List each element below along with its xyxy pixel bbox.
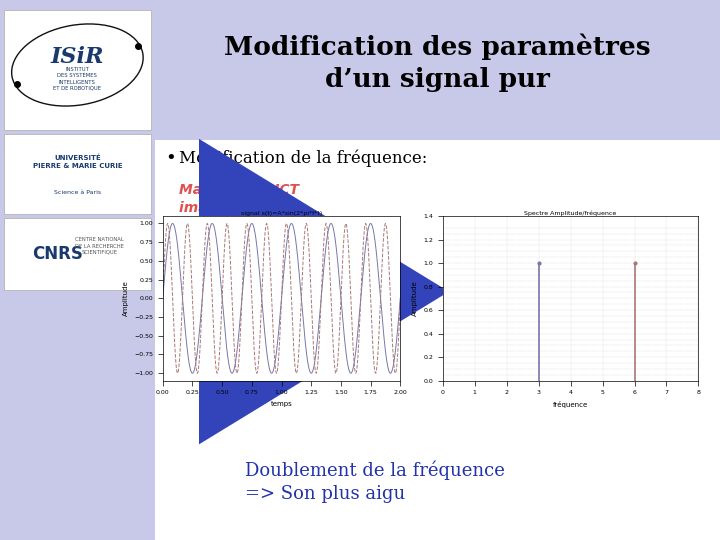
Text: UNIVERSITÉ
PIERRE & MARIE CURIE: UNIVERSITÉ PIERRE & MARIE CURIE [32, 155, 122, 169]
Text: •: • [165, 150, 176, 167]
Text: Science à Paris: Science à Paris [54, 190, 101, 194]
Bar [0, 460, 155, 540]
Y-axis label: Amplitude: Amplitude [122, 280, 128, 316]
Text: d’un signal pur: d’un signal pur [325, 68, 550, 92]
X-axis label: fréquence: fréquence [553, 401, 588, 408]
X-axis label: temps: temps [271, 401, 292, 407]
Text: Modification de la fréquence:: Modification de la fréquence: [179, 150, 427, 167]
Bar [155, 0, 720, 140]
Bar [4, 10, 150, 130]
Text: => Son plus aigu: => Son plus aigu [245, 485, 405, 503]
Text: Modification des paramètres: Modification des paramètres [224, 33, 651, 60]
Title: Spectre Amplitude/fréquence: Spectre Amplitude/fréquence [524, 210, 617, 215]
Text: ISiR: ISiR [50, 46, 104, 68]
Text: Doublement de la fréquence: Doublement de la fréquence [245, 460, 505, 480]
Y-axis label: Amplitude: Amplitude [412, 280, 418, 316]
Text: is not supported: is not supported [179, 219, 307, 233]
Text: Macintosh PICT: Macintosh PICT [179, 184, 299, 198]
Title: signal s(t)=A*sin(2*pi*f*t): signal s(t)=A*sin(2*pi*f*t) [241, 211, 322, 215]
Text: CENTRE NATIONAL
DE LA RECHERCHE
SCIENTIFIQUE: CENTRE NATIONAL DE LA RECHERCHE SCIENTIF… [75, 237, 124, 255]
Bar [155, 0, 720, 540]
Bar [4, 134, 150, 214]
Text: image format: image format [179, 201, 284, 215]
Text: CNRS: CNRS [32, 245, 83, 263]
Bar [4, 218, 150, 290]
Text: INSTITUT
DES SYSTÈMES
INTELLIGENTS
ET DE ROBOTIQUE: INSTITUT DES SYSTÈMES INTELLIGENTS ET DE… [53, 67, 102, 91]
